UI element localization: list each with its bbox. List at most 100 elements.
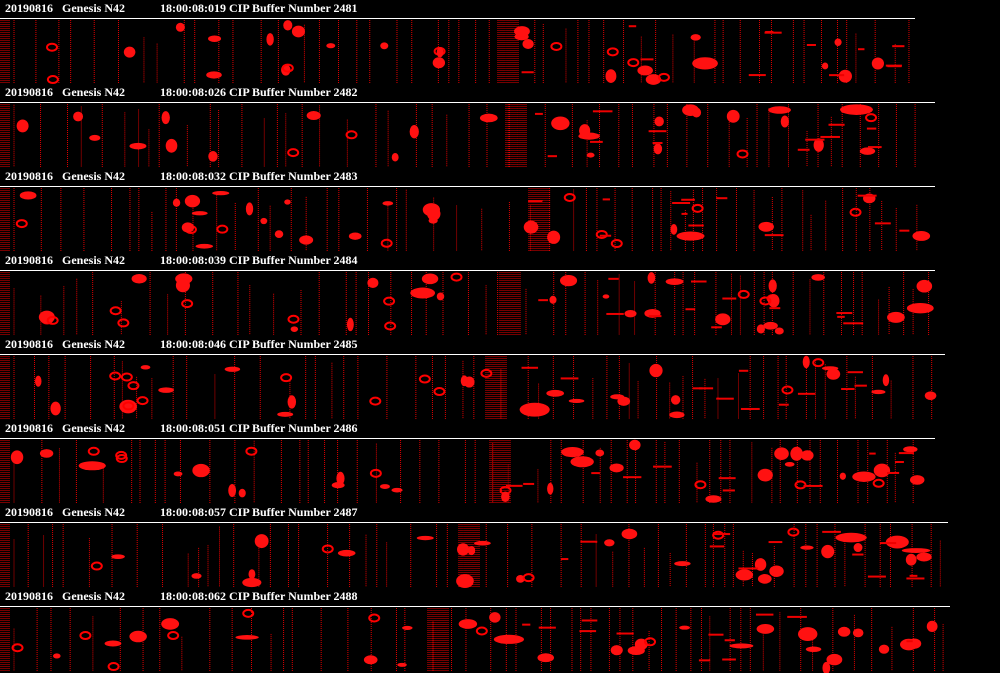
particle xyxy=(421,273,439,285)
particle-ring xyxy=(475,626,488,636)
particle-ring xyxy=(644,637,657,647)
particle-ring xyxy=(122,401,135,411)
particle xyxy=(16,119,29,133)
particle-ring xyxy=(167,631,180,641)
particle xyxy=(595,449,605,457)
particle xyxy=(907,638,922,649)
particle-ring xyxy=(109,371,122,381)
particle xyxy=(790,446,803,461)
particle xyxy=(208,151,218,162)
timestamp: 18:00:08:019 xyxy=(160,1,226,15)
particle xyxy=(901,548,931,553)
fragment xyxy=(708,633,724,636)
particle xyxy=(299,235,314,245)
particle xyxy=(568,398,585,403)
timestamp: 18:00:08:062 xyxy=(160,589,226,603)
date: 20190816 xyxy=(5,169,53,183)
date: 20190816 xyxy=(5,337,53,351)
fragment xyxy=(640,58,654,61)
particle-ring xyxy=(418,374,431,384)
particle-ring xyxy=(216,224,229,234)
particle xyxy=(647,272,656,284)
particle xyxy=(181,222,195,233)
particle xyxy=(266,33,274,46)
fragment xyxy=(560,558,569,561)
particle xyxy=(427,206,441,221)
fragment xyxy=(769,307,781,310)
buffer-strip: 20190816 Genesis N42 18:00:08:026 CIP Buffe… xyxy=(0,85,935,167)
particle xyxy=(191,573,202,579)
particle xyxy=(852,628,864,638)
particle-ring xyxy=(368,613,381,623)
fragment xyxy=(581,619,598,622)
particle-ring xyxy=(759,296,772,306)
fragment xyxy=(523,482,535,485)
particle-ring xyxy=(627,58,640,68)
fragment xyxy=(709,545,725,548)
particle xyxy=(621,528,638,540)
particle xyxy=(235,635,259,640)
particle xyxy=(838,69,852,83)
particle xyxy=(382,201,394,206)
particle-ring xyxy=(107,662,120,672)
particle-ring xyxy=(345,130,358,140)
particle xyxy=(604,539,615,547)
fragment xyxy=(906,640,913,643)
particle xyxy=(926,620,938,633)
particle xyxy=(729,643,754,649)
fragment xyxy=(579,630,597,633)
buffer-strip: 20190816 Genesis N42 18:00:08:039 CIP Buffe… xyxy=(0,253,935,335)
fragment xyxy=(672,202,691,205)
particle xyxy=(610,645,623,656)
particle-ring xyxy=(794,480,807,490)
fragment xyxy=(764,234,784,237)
particle xyxy=(670,395,681,405)
fragment xyxy=(738,567,759,570)
particle-ring xyxy=(90,561,103,571)
fragment xyxy=(879,542,897,545)
particle-ring xyxy=(369,468,382,478)
fragment xyxy=(829,74,845,77)
fragment xyxy=(616,632,634,635)
buffer-strip: 20190816 Genesis N42 18:00:08:019 CIP Buffe… xyxy=(0,1,915,85)
particle-ring xyxy=(120,372,133,382)
particle xyxy=(73,111,84,122)
fragment xyxy=(886,471,900,474)
particle xyxy=(853,542,863,553)
particle-ring xyxy=(450,272,463,282)
particle xyxy=(802,355,810,369)
particle xyxy=(547,482,554,495)
particle-ring xyxy=(691,203,704,213)
particle xyxy=(768,106,791,114)
fragment xyxy=(837,315,845,318)
fragment xyxy=(892,45,905,48)
particle xyxy=(679,625,691,630)
fragment xyxy=(722,658,736,661)
particle xyxy=(692,57,718,70)
particle xyxy=(50,401,61,416)
particle xyxy=(212,190,230,196)
particle xyxy=(192,463,210,478)
particle xyxy=(337,549,356,557)
particle xyxy=(274,230,284,239)
particle xyxy=(191,211,208,216)
particle xyxy=(238,488,246,498)
fragment xyxy=(522,623,531,626)
particle-ring xyxy=(115,454,128,464)
particle xyxy=(834,38,842,47)
particle xyxy=(705,495,722,503)
particle xyxy=(551,116,570,131)
particle xyxy=(835,532,867,543)
fragment xyxy=(698,659,711,662)
fragment xyxy=(778,403,789,406)
particle xyxy=(410,287,436,299)
fragment xyxy=(852,553,864,556)
particle xyxy=(768,294,780,308)
fragment xyxy=(652,141,663,144)
particle xyxy=(380,42,389,50)
particle xyxy=(691,107,702,118)
particle-ring xyxy=(736,149,749,159)
particle xyxy=(290,326,299,332)
particle xyxy=(871,57,884,70)
particle-ring xyxy=(117,318,130,328)
